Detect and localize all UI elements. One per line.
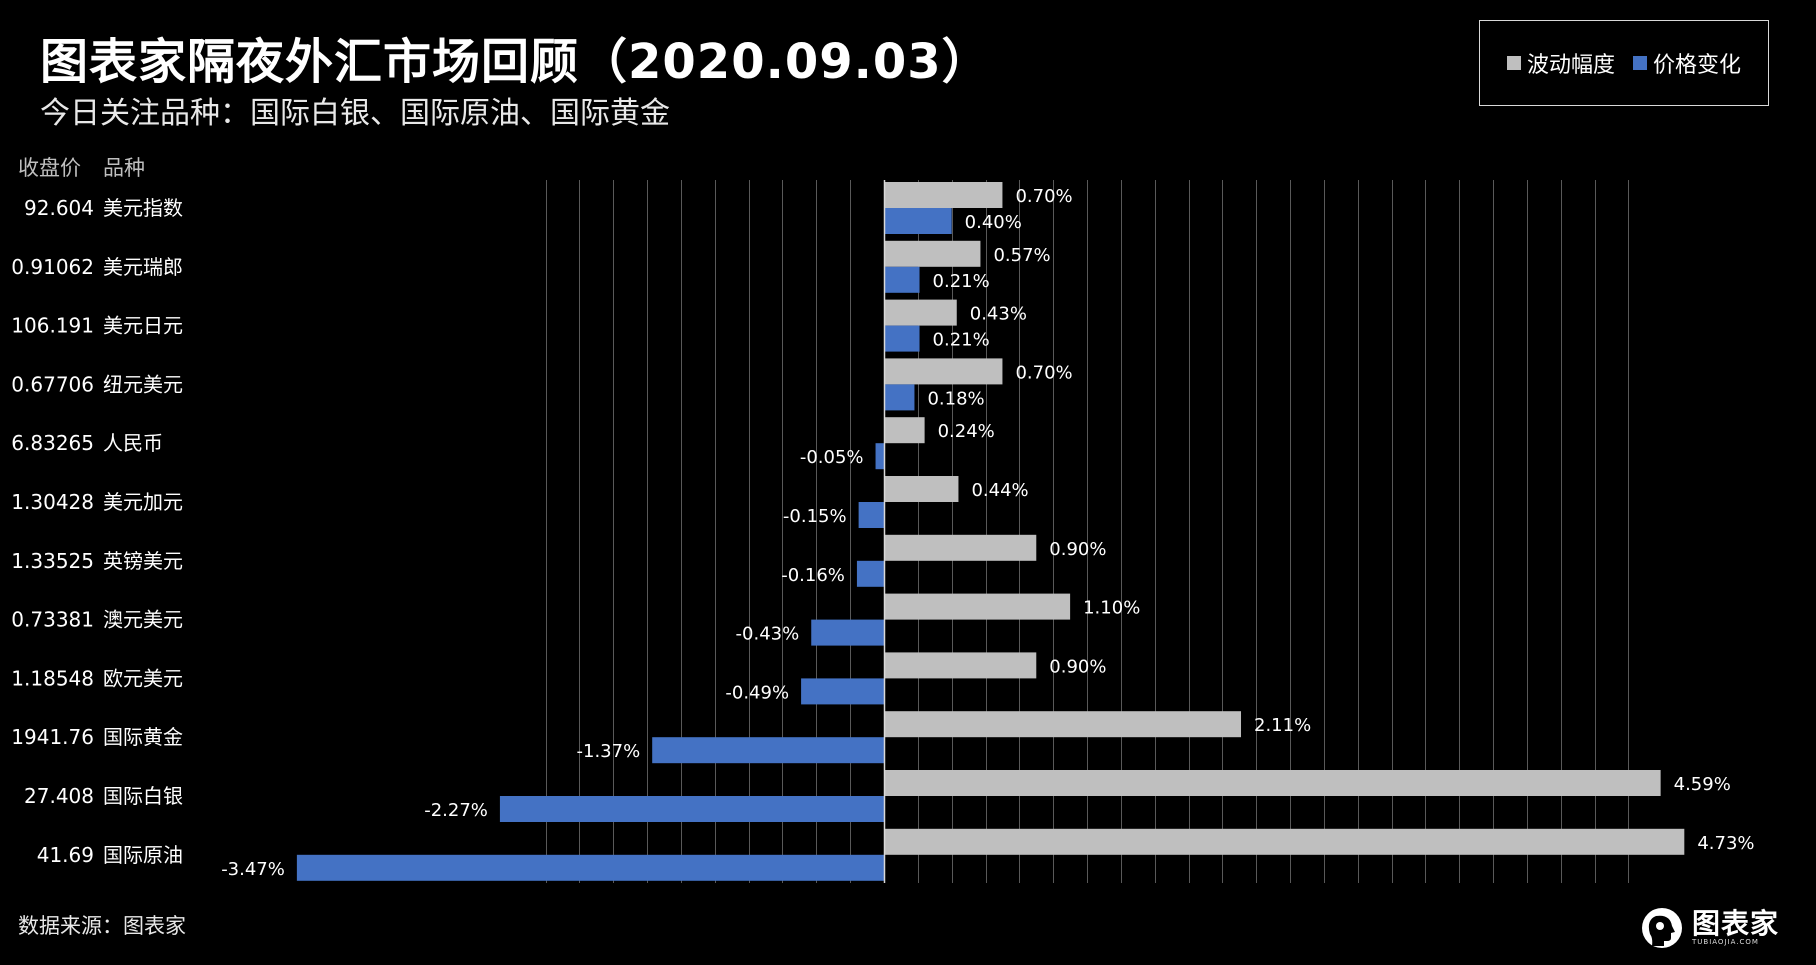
- data-label-change: -2.27%: [424, 800, 488, 821]
- data-label-volatility: 4.59%: [1674, 774, 1731, 795]
- bar-change: [858, 502, 884, 528]
- data-label-volatility: 0.70%: [1015, 186, 1072, 207]
- bar-change: [856, 560, 884, 587]
- category-label: 国际黄金: [103, 725, 183, 749]
- data-label-change: -1.37%: [577, 741, 641, 762]
- bar-volatility: [884, 358, 1003, 385]
- data-label-volatility: 0.57%: [993, 245, 1050, 266]
- close-price-label: 0.67706: [11, 372, 94, 396]
- category-label: 国际白银: [103, 784, 183, 808]
- close-price-label: 27.408: [24, 784, 94, 808]
- data-label-volatility: 0.90%: [1049, 539, 1106, 560]
- category-label: 澳元美元: [103, 608, 183, 632]
- close-price-label: 1941.76: [11, 725, 94, 749]
- bar-volatility: [884, 534, 1037, 561]
- data-label-change: -3.47%: [221, 859, 285, 880]
- legend-label-change: 价格变化: [1653, 53, 1742, 78]
- chart-legend: 波动幅度 价格变化: [1479, 20, 1769, 106]
- data-label-volatility: 2.11%: [1254, 715, 1311, 736]
- data-label-change: -0.43%: [736, 624, 800, 645]
- page-subtitle: 今日关注品种：国际白银、国际原油、国际黄金: [40, 96, 670, 131]
- category-label: 美元加元: [103, 490, 183, 514]
- close-price-label: 6.83265: [11, 431, 94, 455]
- category-label: 纽元美元: [103, 372, 183, 396]
- bar-change: [296, 854, 885, 881]
- close-price-label: 0.91062: [11, 255, 94, 279]
- bar-change: [884, 266, 920, 293]
- legend-item-change: 价格变化: [1633, 47, 1741, 79]
- close-price-label: 0.73381: [11, 608, 94, 632]
- category-label: 美元瑞郎: [103, 255, 183, 279]
- bar-change: [811, 619, 884, 646]
- close-price-label: 1.18548: [11, 666, 94, 690]
- close-price-label: 92.604: [24, 196, 94, 220]
- data-label-change: 0.18%: [927, 388, 984, 409]
- page-title: 图表家隔夜外汇市场回顾（2020.09.03）: [40, 34, 991, 90]
- close-price-label: 41.69: [37, 843, 94, 867]
- data-label-volatility: 0.90%: [1049, 656, 1106, 677]
- brand-logo: 图表家 TUBIAOJIA.COM: [1640, 906, 1779, 950]
- category-label: 英镑美元: [103, 549, 183, 573]
- column-header-name: 品种: [103, 156, 145, 180]
- bar-change: [652, 737, 884, 764]
- head-logo-icon: [1642, 908, 1682, 948]
- legend-item-volatility: 波动幅度: [1506, 47, 1615, 79]
- data-label-change: 0.21%: [933, 271, 990, 292]
- category-label: 欧元美元: [103, 666, 183, 690]
- legend-swatch-change: [1633, 56, 1647, 70]
- bar-change: [884, 384, 915, 411]
- bar-change: [499, 796, 884, 822]
- category-label: 人民币: [103, 431, 163, 455]
- data-label-change: -0.15%: [783, 506, 847, 527]
- category-label: 美元日元: [103, 314, 183, 338]
- bar-volatility: [884, 711, 1242, 738]
- data-label-change: -0.49%: [725, 682, 789, 703]
- close-price-label: 1.30428: [11, 490, 94, 514]
- bar-change: [884, 325, 920, 352]
- data-label-volatility: 4.73%: [1697, 833, 1754, 854]
- data-label-volatility: 1.10%: [1083, 598, 1140, 619]
- logo-text: 图表家: [1692, 907, 1780, 940]
- legend-swatch-volatility: [1506, 56, 1521, 70]
- data-label-volatility: 0.24%: [938, 421, 995, 442]
- legend-label-volatility: 波动幅度: [1526, 53, 1615, 78]
- bar-volatility: [884, 593, 1071, 620]
- category-label: 国际原油: [103, 843, 183, 867]
- bar-volatility: [884, 182, 1003, 208]
- bar-volatility: [884, 770, 1661, 796]
- data-label-volatility: 0.44%: [971, 480, 1028, 501]
- bar-change: [884, 208, 952, 234]
- data-label-change: 0.21%: [933, 330, 990, 351]
- close-price-label: 106.191: [11, 314, 94, 338]
- data-label-change: -0.05%: [800, 447, 864, 468]
- bar-volatility: [884, 828, 1685, 855]
- bar-volatility: [884, 652, 1037, 679]
- bar-change: [875, 443, 884, 470]
- bar-volatility: [884, 476, 959, 502]
- data-label-change: 0.40%: [965, 212, 1022, 233]
- data-source: 数据来源：图表家: [18, 914, 186, 938]
- logo-url: TUBIAOJIA.COM: [1692, 938, 1759, 946]
- data-label-volatility: 0.43%: [970, 304, 1027, 325]
- bar-volatility: [884, 299, 957, 326]
- bar-volatility: [884, 240, 981, 267]
- column-header-close: 收盘价: [18, 156, 81, 180]
- bar-volatility: [884, 417, 925, 444]
- category-label: 美元指数: [103, 196, 183, 220]
- data-label-change: -0.16%: [781, 565, 845, 586]
- data-label-volatility: 0.70%: [1015, 362, 1072, 383]
- close-price-label: 1.33525: [11, 549, 94, 573]
- bar-change: [801, 678, 884, 705]
